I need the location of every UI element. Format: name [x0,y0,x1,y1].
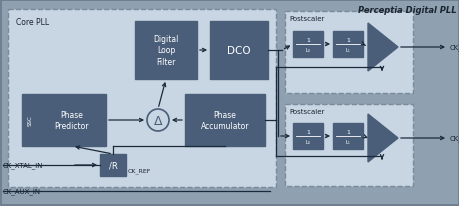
Text: Postscaler: Postscaler [288,109,324,115]
Text: CK_XTAL_IN: CK_XTAL_IN [3,162,44,169]
Text: 1: 1 [305,38,309,43]
Polygon shape [367,115,397,162]
Text: 1: 1 [345,130,349,135]
Text: Core PLL: Core PLL [16,18,49,27]
Text: CK_AUX_IN: CK_AUX_IN [3,188,41,194]
Bar [332,123,362,149]
Text: 1: 1 [345,38,349,43]
Text: Phase
Predictor: Phase Predictor [55,110,89,131]
Text: Perceptia Digital PLL: Perceptia Digital PLL [358,6,456,15]
Bar [134,22,196,80]
Bar [285,104,412,186]
Text: 1: 1 [305,130,309,135]
Text: CK_PLL_OUT1: CK_PLL_OUT1 [449,135,459,142]
Text: Postscaler: Postscaler [288,16,324,22]
Text: L₁: L₁ [345,48,350,53]
Bar [8,10,275,187]
Bar [185,95,264,146]
Bar [22,95,38,146]
Text: L₀: L₀ [305,48,310,53]
Text: Δ: Δ [153,115,162,127]
Bar [285,12,412,94]
Bar [292,123,322,149]
Bar [38,95,106,146]
Text: SSC: SSC [28,115,33,126]
Text: CK_REF: CK_REF [128,167,151,173]
Text: CK_PLL_OUT0: CK_PLL_OUT0 [449,44,459,51]
Text: L₀: L₀ [305,140,310,145]
Bar [332,32,362,58]
Bar [210,22,268,80]
Polygon shape [367,24,397,72]
Text: /R: /R [108,161,117,170]
Text: L₁: L₁ [345,140,350,145]
Text: Phase
Accumulator: Phase Accumulator [200,110,249,131]
Bar [292,32,322,58]
Circle shape [147,109,168,131]
Bar [100,154,126,176]
Text: Digital
Loop
Filter: Digital Loop Filter [153,35,178,67]
Text: DCO: DCO [227,46,250,56]
